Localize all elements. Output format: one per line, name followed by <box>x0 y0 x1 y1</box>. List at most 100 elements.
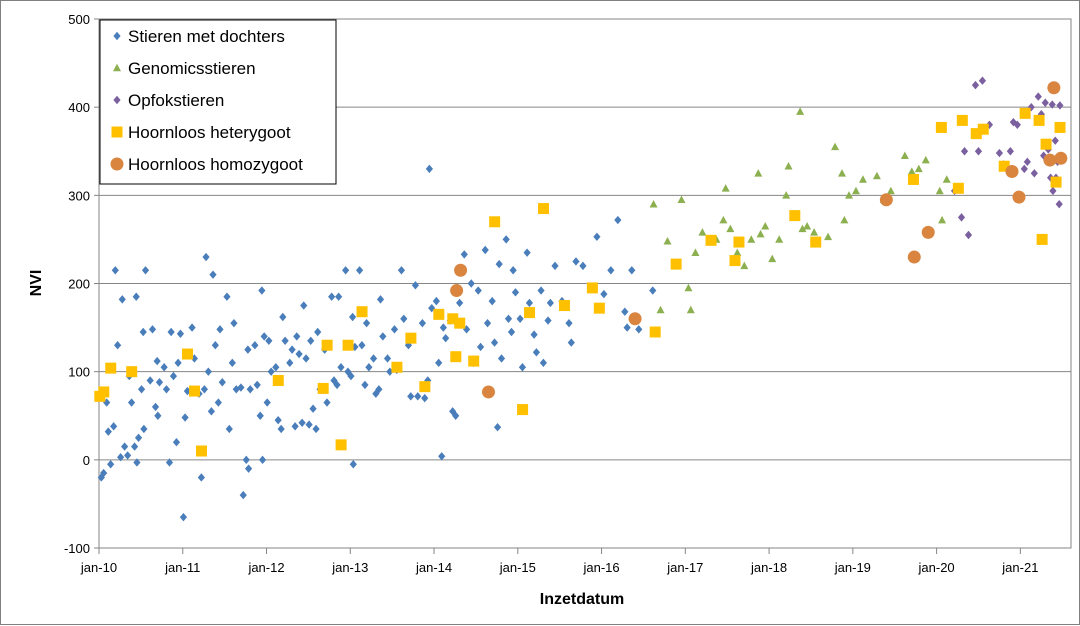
data-point <box>200 385 208 394</box>
data-point <box>493 423 502 432</box>
data-point <box>375 385 383 394</box>
data-point <box>365 363 373 372</box>
legend: Stieren met dochters Genomicsstieren Opfok… <box>99 19 337 185</box>
data-point <box>1009 117 1017 127</box>
data-point <box>425 164 433 174</box>
data-point <box>239 490 247 500</box>
data-point <box>565 318 573 328</box>
data-point <box>132 292 140 301</box>
data-point <box>155 378 164 387</box>
data-point <box>733 248 742 256</box>
data-point <box>344 367 352 376</box>
data-point <box>1043 153 1057 167</box>
data-point <box>335 439 347 451</box>
data-point <box>281 336 289 346</box>
data-point <box>383 354 392 363</box>
data-point <box>803 221 812 230</box>
x-tick-label: jan-10 <box>80 560 117 575</box>
data-point <box>456 298 464 308</box>
data-point <box>733 236 745 248</box>
data-point <box>460 250 468 259</box>
data-point <box>307 336 315 346</box>
data-point <box>450 284 464 298</box>
data-point <box>372 389 380 398</box>
series-5 <box>450 81 1068 399</box>
data-point <box>960 147 969 156</box>
data-point <box>414 392 422 401</box>
data-point <box>798 224 807 233</box>
data-point <box>110 422 118 431</box>
data-point <box>349 460 357 469</box>
data-point <box>207 407 215 416</box>
data-point <box>858 175 867 183</box>
data-point <box>538 203 550 215</box>
x-tick-label: jan-11 <box>164 560 200 575</box>
x-tick-label: jan-17 <box>666 560 703 575</box>
data-point <box>197 473 205 482</box>
data-point <box>729 255 741 267</box>
data-point <box>726 224 735 233</box>
data-point <box>810 236 822 248</box>
data-point <box>468 355 480 367</box>
data-point <box>914 164 923 173</box>
data-point <box>356 306 368 318</box>
data-point <box>204 367 212 376</box>
data-point <box>355 266 364 275</box>
data-point <box>218 378 226 387</box>
data-point <box>483 318 492 328</box>
data-point <box>775 235 784 243</box>
data-point <box>167 327 175 337</box>
data-point <box>838 169 847 177</box>
data-point <box>504 314 513 323</box>
data-point <box>435 358 443 368</box>
data-point <box>439 323 447 332</box>
data-point <box>593 232 601 241</box>
data-point <box>481 245 489 255</box>
data-point <box>530 330 538 339</box>
data-point <box>442 333 450 343</box>
data-point <box>525 298 534 308</box>
data-point <box>300 301 308 310</box>
data-point <box>216 325 224 334</box>
data-point <box>140 424 148 434</box>
data-point <box>784 162 793 170</box>
data-point <box>782 191 791 199</box>
data-point <box>886 186 895 195</box>
data-point <box>137 385 146 394</box>
data-point <box>879 193 893 207</box>
x-axis-title: Inzetdatum <box>540 591 624 608</box>
data-point <box>628 266 636 275</box>
data-point <box>938 215 947 224</box>
data-point <box>279 312 287 322</box>
data-point <box>288 345 296 354</box>
data-point <box>400 314 408 323</box>
data-point <box>209 270 217 279</box>
data-point <box>369 354 378 363</box>
data-point <box>698 228 707 236</box>
data-point <box>165 458 174 467</box>
data-point <box>1036 233 1048 245</box>
data-point <box>411 281 420 290</box>
data-point <box>719 215 728 224</box>
data-point <box>154 411 162 420</box>
data-point <box>182 348 194 360</box>
data-point <box>124 451 132 460</box>
data-point <box>450 351 462 363</box>
data-point <box>452 411 460 420</box>
y-tick-label: 400 <box>68 100 90 115</box>
data-point <box>978 76 987 85</box>
data-point <box>840 215 849 224</box>
data-point <box>174 358 182 368</box>
data-point <box>497 354 506 363</box>
data-point <box>1048 100 1056 109</box>
x-tick-label: jan-20 <box>918 560 955 575</box>
data-point <box>686 305 695 314</box>
data-point <box>872 171 881 180</box>
data-point <box>97 473 105 482</box>
data-point <box>845 191 854 199</box>
data-point <box>1013 120 1021 129</box>
data-point <box>649 199 658 208</box>
data-point <box>831 142 840 151</box>
data-point <box>189 385 201 397</box>
y-tick-label: 300 <box>68 188 90 203</box>
